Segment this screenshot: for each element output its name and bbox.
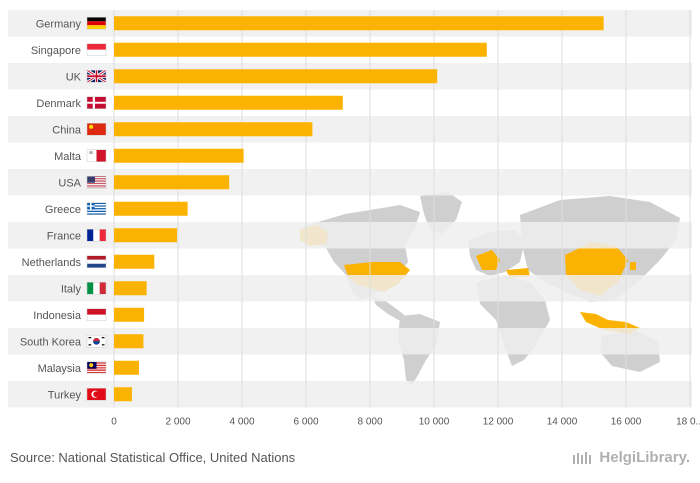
category-label: France	[47, 230, 81, 242]
category-label: Malaysia	[38, 363, 82, 375]
bar-malaysia	[114, 360, 139, 375]
x-tick-label: 18 0...	[676, 417, 700, 428]
category-label: Denmark	[36, 98, 81, 110]
bar-germany	[114, 16, 604, 31]
category-label: Netherlands	[22, 257, 82, 269]
flags	[86, 17, 107, 401]
row-band	[8, 381, 692, 408]
bar-usa	[114, 175, 230, 190]
country-labels: Germany Singapore UK Denmark China Malta USA Gr…	[20, 18, 82, 401]
map-highlight-europe	[476, 250, 500, 270]
flag-turkey-icon	[86, 388, 107, 401]
category-label: China	[52, 124, 82, 136]
flag-italy-icon	[86, 282, 107, 295]
flag-malta-icon	[86, 149, 107, 162]
flag-malaysia-icon	[86, 361, 107, 374]
brand-name: HelgiLibrary.	[599, 449, 690, 466]
x-tick-label: 2 000	[165, 417, 190, 428]
flag-indonesia-icon	[86, 308, 107, 321]
bar-france	[114, 228, 178, 243]
bar-netherlands	[114, 254, 155, 269]
x-tick-label: 8 000	[357, 417, 382, 428]
bar-greece	[114, 201, 188, 216]
category-label: Italy	[61, 283, 82, 295]
library-icon	[573, 451, 592, 464]
x-axis-ticks: 0 2 000 4 000 6 000 8 000 10 000 12 000 14 000 1…	[111, 417, 700, 428]
bar-china	[114, 122, 313, 137]
bar-chart: Germany Singapore UK Denmark China Malta USA Gr…	[8, 10, 700, 428]
bar-turkey	[114, 387, 132, 402]
flag-usa-icon	[86, 176, 107, 189]
bar-italy	[114, 281, 147, 296]
category-label: UK	[66, 71, 82, 83]
category-label: Germany	[36, 18, 82, 30]
category-label: Turkey	[48, 389, 82, 401]
x-tick-label: 12 000	[483, 417, 514, 428]
bar-denmark	[114, 95, 343, 110]
flag-netherlands-icon	[86, 255, 107, 268]
map-central-america	[372, 296, 408, 322]
row-band	[8, 275, 692, 302]
map-highlight-korea	[630, 262, 636, 270]
bar-uk	[114, 69, 438, 84]
flag-germany-icon	[86, 17, 107, 30]
source-note: Source: National Statistical Office, Uni…	[10, 450, 296, 465]
x-tick-label: 16 000	[611, 417, 642, 428]
category-label: Malta	[54, 151, 82, 163]
category-label: Greece	[45, 204, 81, 216]
category-label: USA	[58, 177, 81, 189]
category-label: Singapore	[31, 45, 81, 57]
x-tick-label: 4 000	[229, 417, 254, 428]
flag-greece-icon	[86, 202, 107, 215]
row-bands	[8, 10, 692, 408]
row-band	[8, 169, 692, 196]
flag-china-icon	[86, 123, 107, 136]
category-label: South Korea	[20, 336, 82, 348]
flag-south-korea-icon	[86, 335, 107, 348]
brand-logo: HelgiLibrary.	[572, 449, 690, 466]
flag-france-icon	[86, 229, 107, 242]
bars	[114, 16, 604, 402]
bar-indonesia	[114, 307, 145, 322]
bar-singapore	[114, 42, 487, 57]
row-band	[8, 222, 692, 249]
category-label: Indonesia	[33, 310, 82, 322]
x-tick-label: 6 000	[293, 417, 318, 428]
x-tick-label: 14 000	[547, 417, 578, 428]
row-band	[8, 328, 692, 355]
bar-south-korea	[114, 334, 144, 349]
flag-denmark-icon	[86, 96, 107, 109]
bar-malta	[114, 148, 244, 163]
x-tick-label: 0	[111, 417, 117, 428]
flag-uk-icon	[86, 68, 107, 84]
flag-singapore-icon	[86, 43, 107, 56]
row-band	[8, 116, 692, 143]
x-tick-label: 10 000	[419, 417, 450, 428]
